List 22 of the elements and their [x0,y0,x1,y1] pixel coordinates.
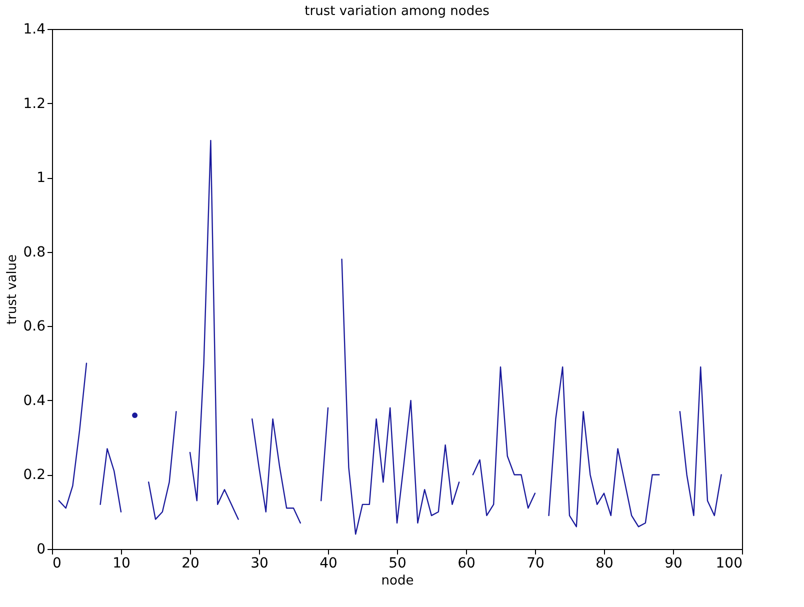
y-tick-label: 0.8 [23,244,46,260]
y-tick-label: 0.2 [23,467,46,484]
x-axis-title: node [381,574,414,588]
x-tick-label: 60 [458,556,476,572]
x-tick-label: 80 [596,556,614,572]
x-tick-label: 50 [388,556,406,572]
x-tick-label: 30 [250,556,268,572]
x-tick-label: 40 [320,556,338,572]
y-tick-label: 1.2 [23,96,46,112]
x-tick-label: 10 [112,556,130,572]
x-tick-label: 20 [182,556,200,572]
y-tick-label: 0.4 [23,392,46,409]
y-tick-label: 0.6 [23,318,46,335]
x-tick-label: 0 [52,556,62,572]
y-tick-label: 1 [36,170,46,186]
y-axis-title: trust value [5,254,20,325]
x-tick-label: 90 [664,556,682,572]
x-tick-label: 70 [526,556,544,572]
y-tick-label: 0 [36,542,46,558]
y-tick-label: 1.4 [23,22,46,38]
chart-title: trust variation among nodes [304,4,490,19]
x-tick-label: 100 [716,556,742,572]
